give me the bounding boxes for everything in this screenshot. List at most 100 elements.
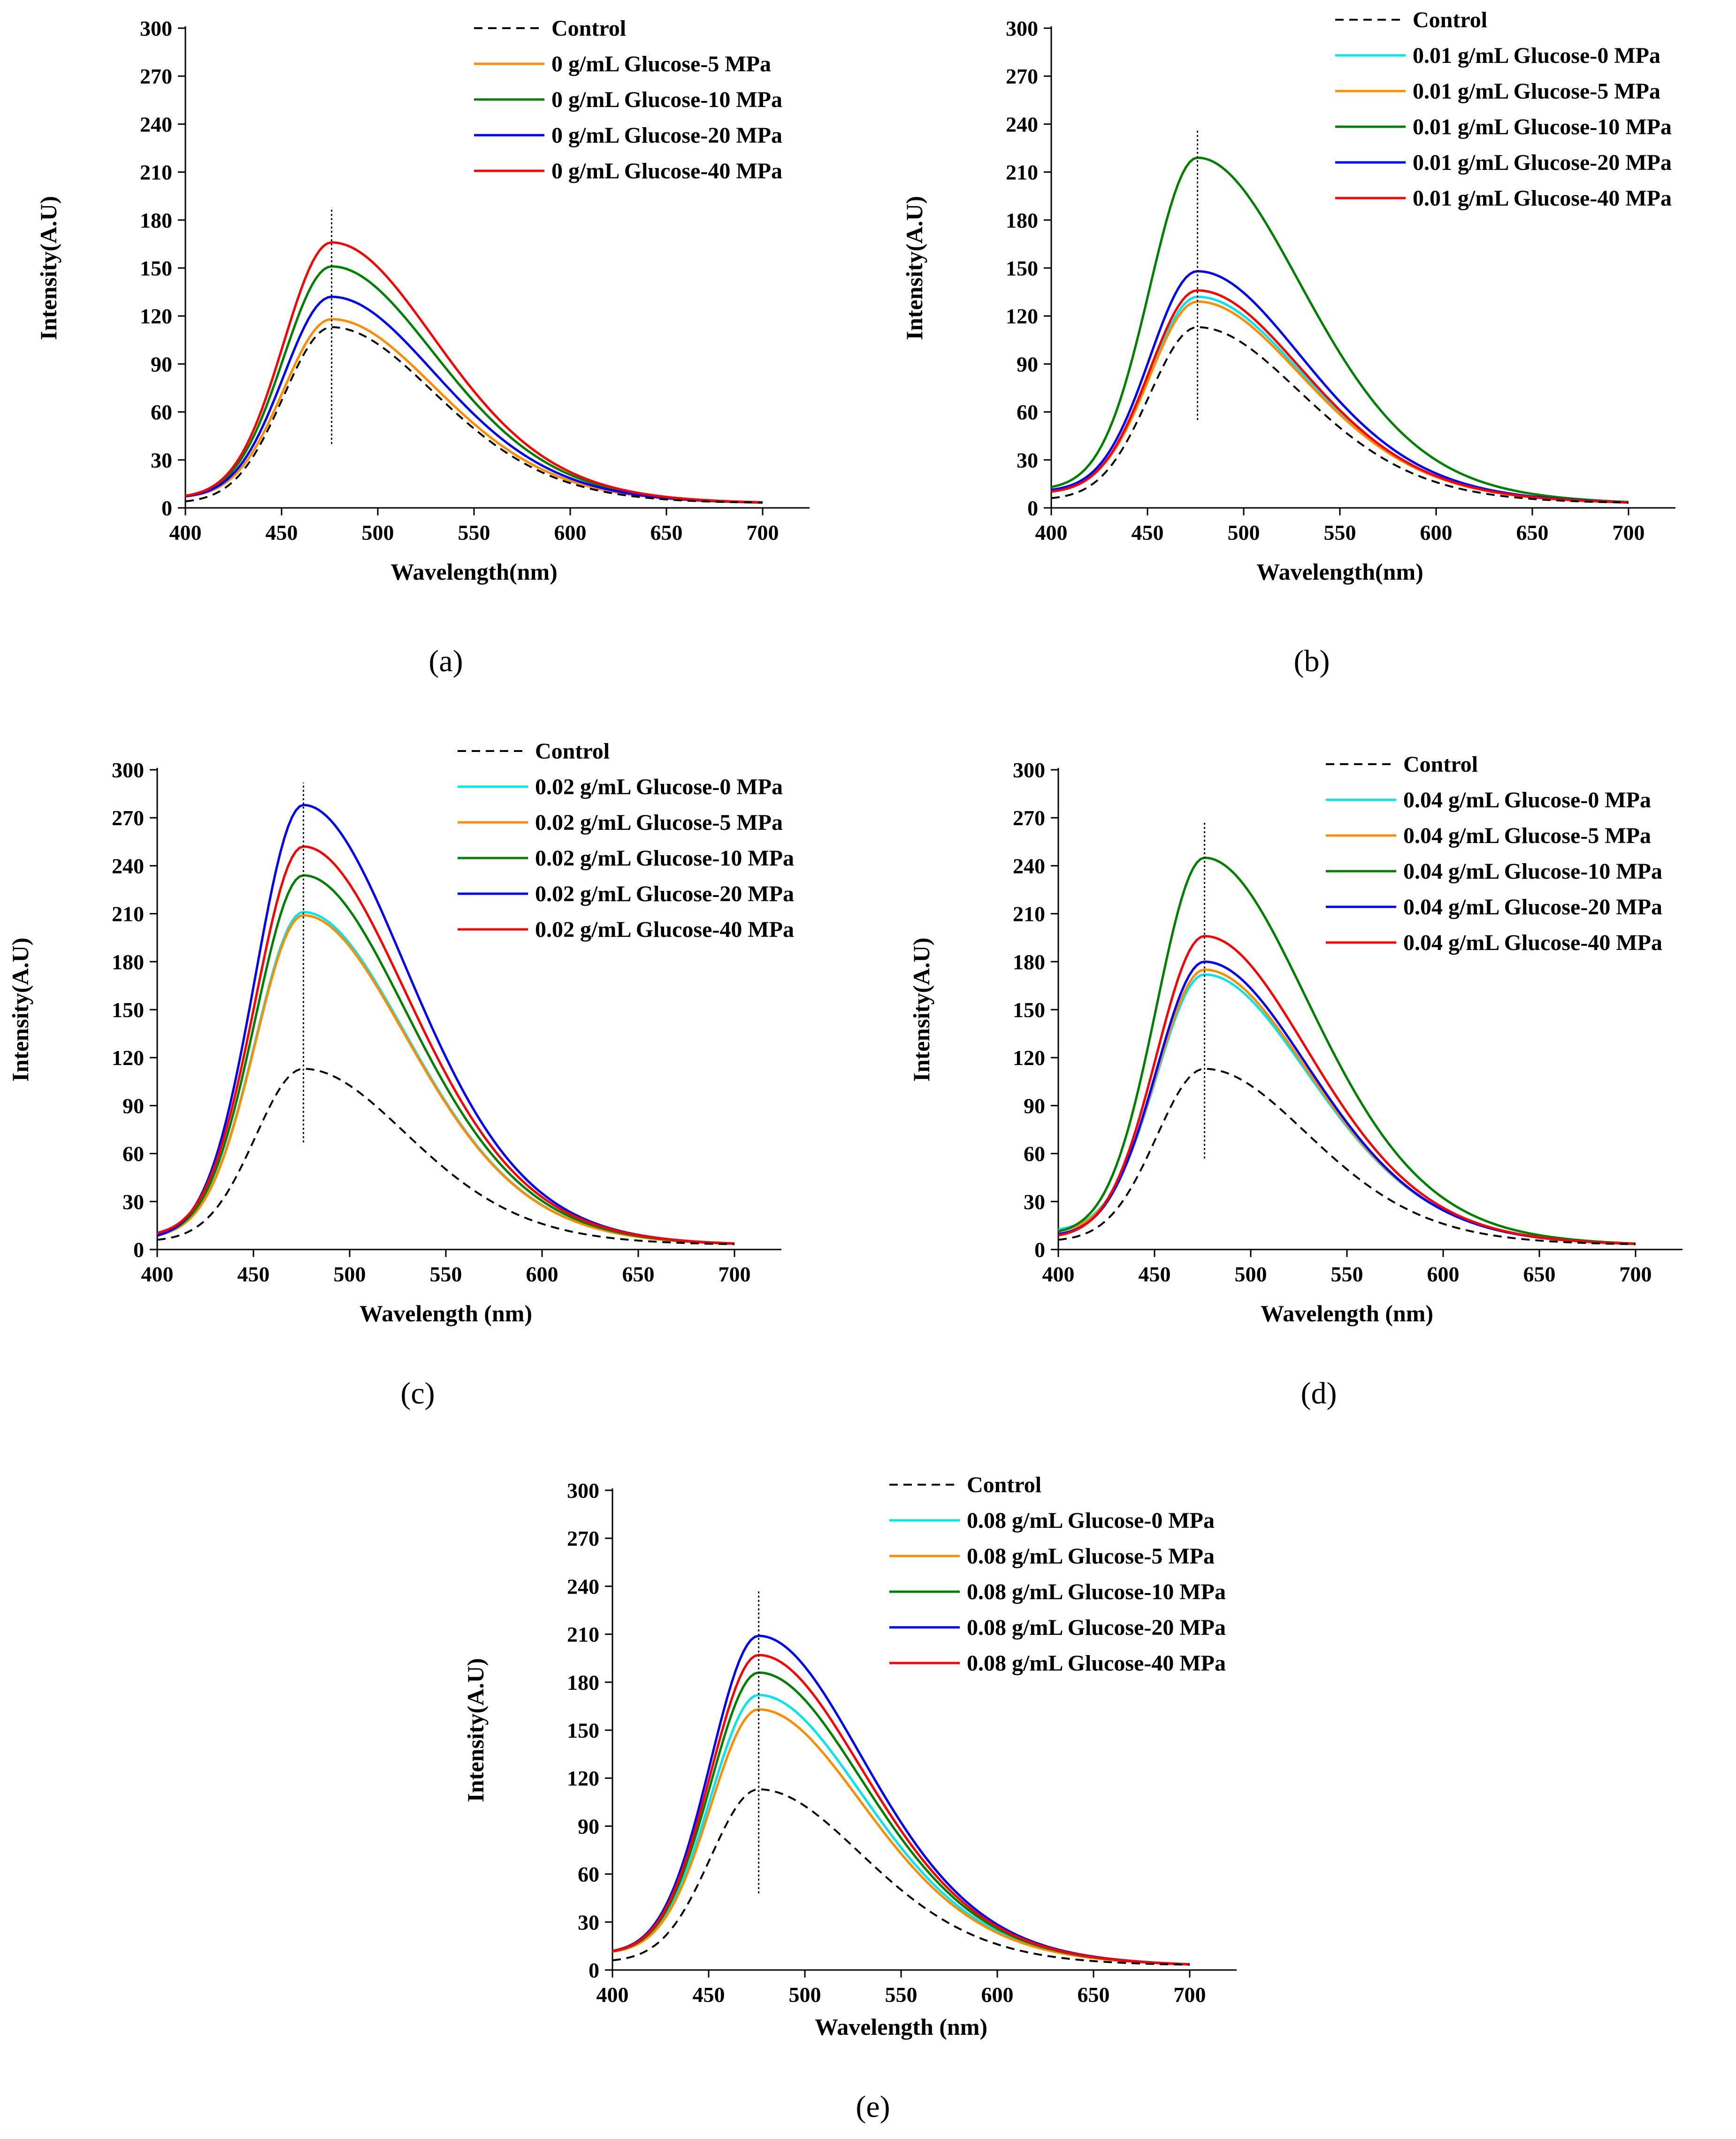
y-tick-label: 0 <box>161 496 172 520</box>
y-tick-label: 90 <box>1017 352 1038 376</box>
y-tick-label: 270 <box>1006 64 1038 88</box>
series-line-5 <box>185 241 763 504</box>
x-tick-label: 700 <box>747 521 779 544</box>
y-tick-label: 300 <box>567 1479 599 1503</box>
series-line-2 <box>185 318 763 504</box>
legend-label: 0.01 g/mL Glucose-5 MPa <box>1413 79 1660 104</box>
y-tick-label: 180 <box>1006 208 1038 232</box>
y-tick-label: 210 <box>1006 161 1038 184</box>
legend-label: 0.02 g/mL Glucose-10 MPa <box>535 846 794 871</box>
y-tick-label: 90 <box>578 1814 599 1838</box>
series-line-5 <box>612 1634 1190 1966</box>
x-tick-label: 500 <box>789 1983 821 2007</box>
chart-panel-2: 400 450 500 550 600 650 700 0 30 60 90 120 150 180 210… <box>901 8 1675 678</box>
legend-label: 0 g/mL Glucose-20 MPa <box>551 123 782 148</box>
y-tick-label: 300 <box>112 758 144 782</box>
series-line-3 <box>157 914 735 1245</box>
x-tick-label: 400 <box>597 1983 629 2007</box>
x-tick-label: 400 <box>1042 1262 1075 1286</box>
x-tick-label: 700 <box>719 1262 751 1286</box>
x-tick-label: 550 <box>1324 521 1356 544</box>
legend-label: 0 g/mL Glucose-40 MPa <box>551 159 782 184</box>
y-tick-label: 30 <box>122 1190 144 1214</box>
series-line-3 <box>185 265 763 504</box>
series-line-5 <box>157 804 735 1245</box>
y-tick-label: 300 <box>1013 758 1045 782</box>
legend-label: 0.01 g/mL Glucose-0 MPa <box>1413 43 1660 68</box>
x-tick-label: 550 <box>430 1262 462 1286</box>
y-tick-label: 240 <box>140 112 172 136</box>
legend-label: 0.04 g/mL Glucose-0 MPa <box>1403 788 1651 813</box>
y-tick-label: 180 <box>567 1671 599 1694</box>
series-line-4 <box>185 295 763 504</box>
y-tick-label: 300 <box>140 16 172 40</box>
legend-label: 0.01 g/mL Glucose-20 MPa <box>1413 150 1672 175</box>
legend-label: Control <box>535 739 610 764</box>
x-tick-label: 600 <box>1420 521 1453 544</box>
x-axis-label: Wavelength (nm) <box>1261 1300 1433 1326</box>
y-tick-label: 120 <box>140 304 172 328</box>
y-tick-label: 150 <box>140 256 172 280</box>
series-line-1 <box>1058 1067 1636 1245</box>
x-tick-label: 550 <box>458 521 490 544</box>
series-line-1 <box>185 326 763 504</box>
y-tick-label: 120 <box>112 1046 144 1070</box>
y-tick-label: 60 <box>122 1142 144 1166</box>
y-tick-label: 240 <box>112 854 144 878</box>
x-tick-label: 650 <box>1523 1262 1556 1286</box>
legend-label: Control <box>1413 8 1487 32</box>
y-tick-label: 300 <box>1006 16 1038 40</box>
series-line-6 <box>157 845 735 1245</box>
y-tick-label: 120 <box>1006 304 1038 328</box>
legend-label: Control <box>967 1472 1041 1497</box>
legend-label: 0 g/mL Glucose-10 MPa <box>551 87 782 112</box>
series-line-1 <box>1051 326 1629 504</box>
series-line-1 <box>157 1067 735 1245</box>
x-tick-label: 700 <box>1174 1983 1206 2007</box>
legend-label: 0.02 g/mL Glucose-0 MPa <box>535 774 783 799</box>
x-tick-label: 600 <box>1427 1262 1460 1286</box>
y-axis-label: Intensity(A.U) <box>901 196 927 340</box>
y-tick-label: 270 <box>1013 806 1045 830</box>
x-tick-label: 650 <box>650 521 683 544</box>
y-tick-label: 60 <box>151 400 172 424</box>
x-tick-label: 500 <box>1228 521 1260 544</box>
y-tick-label: 90 <box>122 1094 144 1118</box>
series-line-6 <box>612 1654 1190 1966</box>
y-tick-label: 30 <box>1017 448 1038 472</box>
panel-label: (c) <box>400 1376 435 1411</box>
x-tick-label: 550 <box>1331 1262 1363 1286</box>
y-tick-label: 120 <box>567 1766 599 1790</box>
y-tick-label: 270 <box>567 1526 599 1550</box>
x-tick-label: 700 <box>1620 1262 1652 1286</box>
legend-label: 0.08 g/mL Glucose-0 MPa <box>967 1508 1215 1533</box>
x-axis-label: Wavelength(nm) <box>390 559 558 585</box>
x-axis-label: Wavelength(nm) <box>1256 559 1423 585</box>
y-tick-label: 90 <box>1024 1094 1045 1118</box>
x-axis-label: Wavelength (nm) <box>359 1300 532 1326</box>
y-tick-label: 0 <box>1034 1238 1045 1262</box>
x-tick-label: 650 <box>622 1262 655 1286</box>
legend-label: 0.08 g/mL Glucose-20 MPa <box>967 1615 1226 1640</box>
series-line-4 <box>1051 156 1629 504</box>
series-line-6 <box>1058 935 1636 1245</box>
y-axis-label: Intensity(A.U) <box>35 196 61 340</box>
x-tick-label: 600 <box>981 1983 1014 2007</box>
y-tick-label: 210 <box>112 902 144 926</box>
x-tick-label: 450 <box>1132 521 1164 544</box>
y-tick-label: 270 <box>140 64 172 88</box>
y-tick-label: 0 <box>133 1238 144 1262</box>
legend-label: 0.04 g/mL Glucose-10 MPa <box>1403 859 1662 884</box>
y-tick-label: 150 <box>567 1718 599 1742</box>
y-tick-label: 180 <box>112 950 144 974</box>
x-tick-label: 650 <box>1516 521 1549 544</box>
y-tick-label: 240 <box>1013 854 1045 878</box>
y-tick-label: 240 <box>1006 112 1038 136</box>
y-tick-label: 60 <box>1017 400 1038 424</box>
x-tick-label: 450 <box>237 1262 270 1286</box>
legend-label: 0.04 g/mL Glucose-40 MPa <box>1403 930 1662 955</box>
panel-label: (b) <box>1294 644 1330 678</box>
chart-panel-3: 400 450 500 550 600 650 700 0 30 60 90 120 150 180 210… <box>7 739 794 1411</box>
x-tick-label: 450 <box>266 521 298 544</box>
